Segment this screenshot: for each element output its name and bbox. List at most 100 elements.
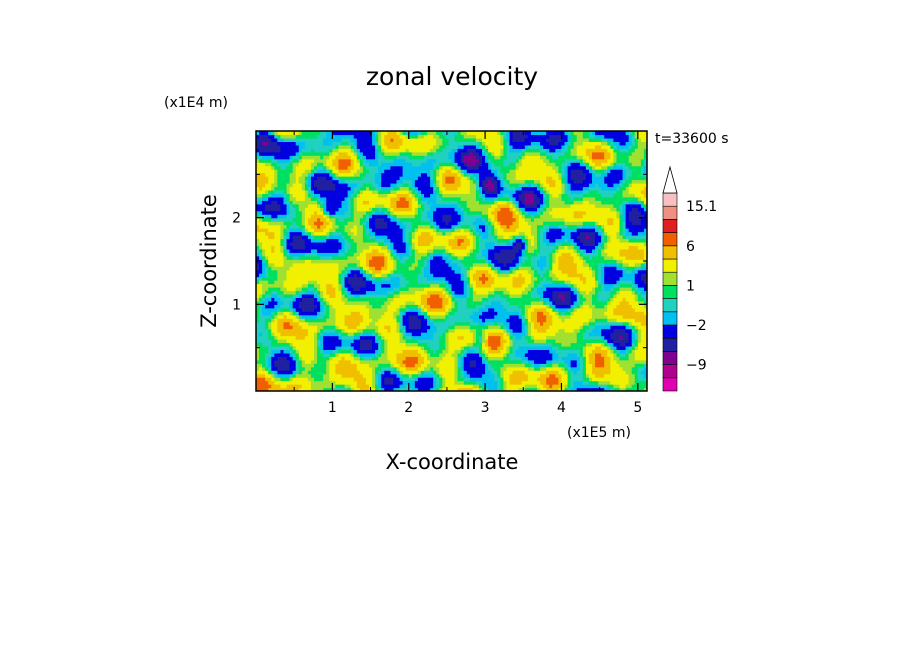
field-cell <box>445 203 450 208</box>
field-cell <box>344 144 349 149</box>
field-cell <box>442 214 446 219</box>
field-cell <box>454 262 459 267</box>
field-cell <box>347 325 352 330</box>
field-cell <box>417 363 422 368</box>
field-cell <box>396 238 401 243</box>
field-cell <box>286 231 291 236</box>
field-cell <box>271 269 275 274</box>
field-cell <box>430 137 434 142</box>
field-cell <box>439 155 443 160</box>
field-cell <box>433 332 437 337</box>
field-cell <box>384 384 388 389</box>
field-cell <box>433 169 437 174</box>
field-cell <box>378 290 382 295</box>
field-cell <box>372 165 376 170</box>
field-cell <box>387 176 391 181</box>
field-cell <box>430 238 434 243</box>
field-cell <box>356 196 361 201</box>
field-cell <box>442 155 446 160</box>
field-cell <box>332 162 337 167</box>
field-cell <box>307 248 312 253</box>
field-cell <box>332 228 337 233</box>
field-cell <box>393 325 398 330</box>
field-cell <box>451 193 456 198</box>
field-cell <box>408 297 413 302</box>
field-cell <box>298 387 303 391</box>
field-cell <box>427 370 431 375</box>
field-cell <box>301 169 306 174</box>
field-cell <box>329 172 333 177</box>
field-cell <box>307 356 312 361</box>
field-cell <box>359 300 364 305</box>
field-cell <box>436 304 440 309</box>
field-cell <box>356 241 361 246</box>
field-cell <box>286 255 291 260</box>
field-cell <box>402 373 407 378</box>
field-cell <box>362 373 367 378</box>
field-cell <box>417 162 422 167</box>
field-cell <box>372 241 376 246</box>
field-cell <box>369 179 373 184</box>
field-cell <box>289 307 294 312</box>
field-cell <box>274 266 278 271</box>
field-cell <box>390 335 395 340</box>
field-cell <box>356 269 361 274</box>
field-cell <box>326 335 330 340</box>
field-cell <box>381 162 385 167</box>
field-cell <box>289 228 294 233</box>
field-cell <box>405 162 410 167</box>
field-cell <box>283 165 288 170</box>
field-cell <box>295 280 300 285</box>
field-cell <box>378 221 382 226</box>
field-cell <box>295 228 300 233</box>
field-cell <box>277 359 282 364</box>
field-cell <box>310 238 315 243</box>
field-cell <box>323 235 327 240</box>
field-cell <box>427 238 431 243</box>
field-cell <box>298 345 303 350</box>
field-cell <box>417 172 422 177</box>
field-cell <box>353 241 358 246</box>
field-cell <box>451 283 456 288</box>
field-cell <box>402 359 407 364</box>
field-cell <box>256 283 260 288</box>
field-cell <box>304 321 309 326</box>
field-cell <box>454 359 459 364</box>
field-cell <box>399 273 404 278</box>
field-cell <box>445 363 450 368</box>
field-cell <box>332 151 337 156</box>
field-cell <box>420 311 425 316</box>
field-cell <box>317 273 321 278</box>
field-cell <box>338 207 343 212</box>
field-cell <box>307 311 312 316</box>
field-cell <box>417 314 422 319</box>
field-cell <box>332 266 337 271</box>
field-cell <box>353 203 358 208</box>
field-cell <box>298 186 303 191</box>
field-cell <box>271 241 275 246</box>
field-cell <box>323 162 327 167</box>
field-cell <box>268 131 272 136</box>
field-cell <box>427 380 431 385</box>
field-cell <box>408 158 413 163</box>
field-cell <box>329 162 333 167</box>
field-cell <box>344 169 349 174</box>
field-cell <box>341 297 346 302</box>
field-cell <box>427 356 431 361</box>
field-cell <box>341 245 346 250</box>
field-cell <box>307 183 312 188</box>
field-cell <box>310 176 315 181</box>
field-cell <box>341 262 346 267</box>
field-cell <box>317 297 321 302</box>
field-cell <box>393 252 398 257</box>
field-cell <box>420 158 425 163</box>
field-cell <box>323 207 327 212</box>
field-cell <box>448 221 453 226</box>
field-cell <box>338 252 343 257</box>
field-cell <box>347 169 352 174</box>
field-cell <box>320 162 324 167</box>
field-cell <box>289 196 294 201</box>
field-cell <box>420 186 425 191</box>
field-cell <box>451 280 456 285</box>
field-cell <box>393 287 398 292</box>
